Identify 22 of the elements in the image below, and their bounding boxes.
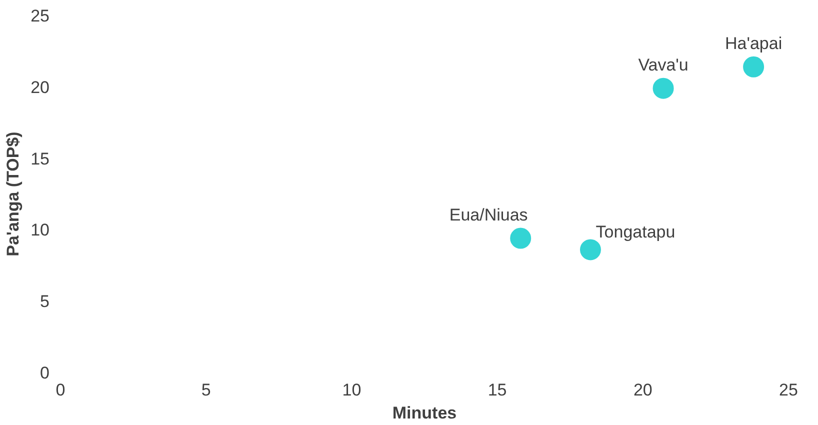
y-tick-label: 25 xyxy=(30,6,50,26)
point xyxy=(510,228,532,249)
y-tick-label: 15 xyxy=(30,149,50,168)
point xyxy=(652,78,674,99)
point xyxy=(743,56,764,78)
y-tick-label: 10 xyxy=(30,220,50,240)
point xyxy=(580,239,601,260)
series-label: Vava'u xyxy=(638,55,688,74)
x-tick-label: 0 xyxy=(56,380,66,400)
x-tick-label: 15 xyxy=(488,380,507,400)
x-tick-label: 25 xyxy=(779,380,798,400)
y-tick-label: 0 xyxy=(40,364,50,382)
x-axis-title: Minutes xyxy=(392,404,457,422)
series-label: Tongatapu xyxy=(596,222,676,242)
x-tick-label: 20 xyxy=(633,380,652,400)
y-tick-label: 5 xyxy=(40,292,50,312)
series-label: Eua/Niuas xyxy=(449,205,528,224)
x-tick-label: 10 xyxy=(342,380,362,400)
y-tick-label: 20 xyxy=(30,78,50,97)
x-tick-label: 5 xyxy=(201,380,211,400)
y-axis-title: Pa'anga (TOP$) xyxy=(4,132,23,256)
series-label: Ha'apai xyxy=(724,34,782,53)
